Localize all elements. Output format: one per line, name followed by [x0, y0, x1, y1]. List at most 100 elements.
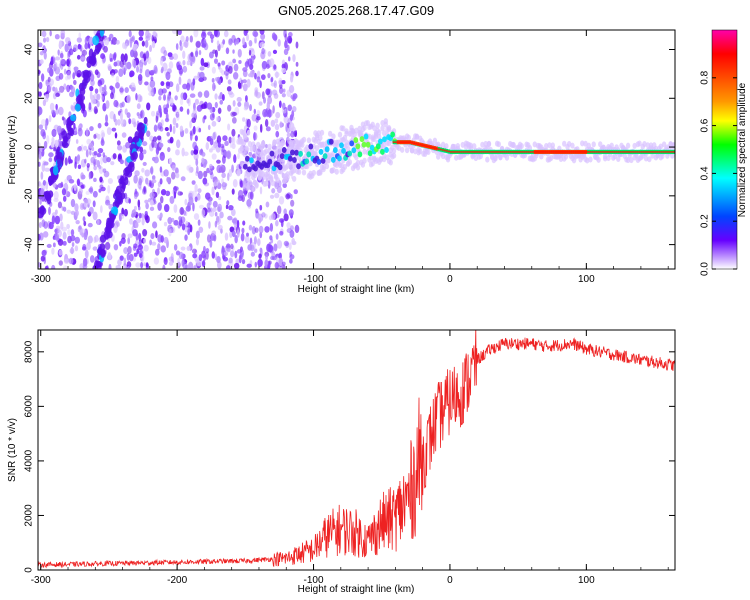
noise-speck — [257, 213, 264, 223]
noise-speck — [241, 227, 245, 234]
carrier-core-center — [476, 151, 479, 153]
carrier-core-center — [627, 151, 631, 153]
noise-speck — [180, 35, 185, 43]
noise-speck — [119, 86, 124, 95]
noise-speck — [142, 149, 147, 155]
noise-speck — [40, 255, 45, 262]
carrier-point — [292, 156, 297, 163]
noise-speck — [81, 232, 85, 238]
noise-speck — [57, 227, 61, 234]
carrier-halo — [324, 163, 330, 170]
carrier-halo — [527, 145, 533, 152]
carrier-core-center — [601, 151, 604, 153]
noise-speck — [38, 262, 41, 268]
carrier-halo — [440, 153, 446, 160]
noise-speck — [201, 250, 206, 259]
noise-speck — [211, 120, 217, 127]
noise-speck — [69, 235, 76, 242]
noise-speck — [222, 181, 226, 186]
noise-speck — [256, 238, 261, 247]
noise-speck — [159, 178, 163, 185]
noise-speck — [45, 181, 49, 191]
noise-speck — [224, 232, 229, 241]
carrier-core-center — [523, 151, 526, 153]
noise-speck — [291, 237, 296, 245]
noise-speck — [231, 188, 235, 195]
carrier-core-center — [406, 141, 410, 143]
noise-speck — [223, 251, 229, 257]
noise-speck — [214, 49, 218, 58]
noise-speck — [99, 176, 103, 183]
noise-speck — [58, 63, 62, 68]
noise-speck — [231, 143, 236, 150]
noise-speck — [155, 115, 159, 123]
noise-speck — [119, 159, 124, 165]
carrier-halo — [616, 156, 621, 163]
noise-speck — [158, 95, 162, 101]
noise-speck — [82, 216, 86, 222]
noise-speck — [179, 106, 184, 112]
noise-speck — [215, 215, 220, 223]
track-point — [105, 227, 110, 234]
carrier-core-center — [564, 151, 567, 153]
noise-speck — [254, 261, 258, 268]
noise-speck — [229, 142, 233, 149]
noise-speck — [153, 257, 160, 265]
noise-speck — [253, 125, 258, 131]
noise-speck — [74, 209, 79, 217]
carrier-core-center — [437, 148, 440, 150]
noise-speck — [92, 190, 98, 198]
noise-speck — [275, 130, 280, 138]
carrier-core-center — [517, 151, 520, 153]
noise-speck — [246, 199, 252, 207]
carrier-core-center — [404, 141, 408, 143]
noise-speck — [38, 150, 42, 160]
noise-speck — [231, 128, 236, 137]
carrier-halo — [291, 175, 297, 182]
noise-speck — [74, 236, 80, 244]
noise-speck — [137, 244, 144, 251]
noise-speck — [278, 100, 282, 108]
carrier-halo — [244, 145, 249, 152]
noise-speck — [217, 196, 222, 201]
noise-speck — [73, 66, 79, 71]
carrier-halo — [362, 148, 367, 155]
noise-speck — [107, 185, 111, 194]
noise-speck — [81, 184, 86, 189]
carrier-halo — [519, 142, 524, 149]
noise-speck — [160, 189, 167, 196]
noise-speck — [84, 36, 88, 46]
noise-speck — [179, 98, 184, 106]
noise-speck — [156, 135, 162, 141]
noise-speck — [100, 139, 105, 147]
noise-speck — [96, 218, 100, 226]
track-point — [79, 87, 86, 96]
carrier-halo — [645, 142, 650, 149]
spectrogram-marks — [38, 30, 675, 269]
noise-speck — [53, 190, 59, 200]
carrier-halo — [383, 118, 389, 125]
noise-speck — [151, 175, 156, 180]
noise-speck — [183, 151, 189, 157]
track-point — [92, 35, 100, 46]
noise-speck — [236, 96, 242, 103]
noise-speck — [275, 219, 279, 227]
noise-speck — [207, 207, 211, 213]
noise-speck — [38, 181, 41, 187]
noise-speck — [216, 159, 221, 164]
noise-speck — [203, 115, 207, 120]
colorbar-tick-label: 0.6 — [700, 118, 711, 132]
carrier-core-center — [625, 151, 629, 153]
carrier-core-center — [525, 151, 528, 153]
carrier-core-center — [642, 151, 645, 153]
noise-speck — [221, 145, 225, 153]
noise-speck — [152, 221, 158, 229]
noise-speck — [99, 85, 103, 93]
noise-speck — [196, 165, 199, 174]
carrier-core-center — [519, 151, 522, 153]
noise-speck — [59, 58, 66, 65]
carrier-core-center — [544, 151, 547, 153]
noise-speck — [160, 81, 165, 87]
carrier-core-center — [458, 151, 461, 153]
carrier-halo — [242, 134, 248, 141]
